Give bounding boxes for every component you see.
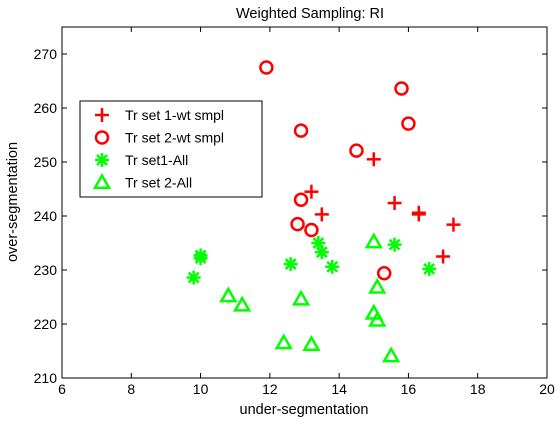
- legend: Tr set 1-wt smpl Tr set 2-wt smpl Tr set1-…: [79, 100, 263, 198]
- data-point: [411, 207, 426, 222]
- data-point: [291, 289, 311, 306]
- y-tick-label: 270: [34, 46, 58, 62]
- data-point: [366, 152, 381, 167]
- data-point: [381, 346, 401, 363]
- x-tick-label: 14: [331, 381, 347, 397]
- data-point: [387, 237, 402, 252]
- legend-box: [79, 100, 263, 198]
- y-tick-label: 240: [34, 208, 58, 224]
- series-1: [304, 152, 461, 264]
- y-tick-label: 260: [34, 100, 58, 116]
- series-3: [186, 236, 437, 285]
- legend-marker: [95, 153, 109, 167]
- y-tick-label: 250: [34, 154, 58, 170]
- x-tick-label: 8: [127, 381, 135, 397]
- data-point: [446, 217, 461, 232]
- data-point: [314, 245, 329, 260]
- series-4: [219, 232, 401, 363]
- data-point: [436, 249, 451, 264]
- data-point: [387, 196, 402, 211]
- legend-marker: [95, 108, 109, 122]
- data-point: [325, 259, 340, 274]
- x-tick-label: 10: [193, 381, 209, 397]
- data-point: [290, 216, 305, 232]
- data-point: [314, 207, 329, 222]
- legend-marker: [92, 172, 112, 189]
- data-point: [259, 60, 274, 75]
- chart-title: Weighted Sampling: RI: [236, 6, 384, 22]
- x-tick-label: 16: [401, 381, 417, 397]
- data-point: [394, 81, 409, 96]
- legend-marker: [94, 130, 110, 145]
- legend-label: Tr set1-All: [125, 152, 188, 168]
- data-point: [368, 310, 387, 327]
- data-point: [193, 248, 208, 263]
- plot-frame: [61, 26, 548, 379]
- data-point: [304, 184, 319, 199]
- data-point: [401, 116, 416, 131]
- plot-area: [62, 27, 547, 378]
- data-point: [349, 143, 364, 158]
- x-axis-label: under-segmentation: [240, 402, 369, 418]
- y-tick-label: 210: [34, 370, 58, 386]
- y-axis-label: over-segmentation: [5, 142, 21, 262]
- x-tick-label: 6: [58, 381, 66, 397]
- y-tick-label: 230: [34, 262, 58, 278]
- data-point: [304, 222, 319, 238]
- x-tick-label: 18: [470, 381, 486, 397]
- y-tick-label: 220: [34, 316, 58, 332]
- series-2: [259, 60, 416, 281]
- x-tick-label: 12: [262, 381, 278, 397]
- data-points: [186, 60, 461, 363]
- legend-label: Tr set 1-wt smpl: [125, 107, 224, 123]
- data-point: [422, 261, 437, 276]
- data-point: [376, 265, 392, 281]
- data-point: [302, 335, 321, 352]
- data-point: [364, 232, 383, 249]
- data-point: [283, 257, 298, 272]
- legend-label: Tr set 2-All: [125, 175, 192, 191]
- data-point: [293, 192, 309, 208]
- legend-label: Tr set 2-wt smpl: [125, 130, 224, 146]
- data-point: [274, 333, 293, 350]
- axis-ticks: 6 8 10 12 14 16 18 20 210 220 230 240 250 260 270: [34, 27, 555, 397]
- data-point: [219, 286, 238, 303]
- legend-entries: Tr set 1-wt smpl Tr set 2-wt smpl Tr set1-…: [92, 107, 224, 191]
- data-point: [368, 277, 387, 294]
- data-point: [186, 270, 201, 285]
- x-tick-label: 20: [539, 381, 555, 397]
- data-point: [293, 123, 309, 138]
- data-point: [232, 295, 252, 312]
